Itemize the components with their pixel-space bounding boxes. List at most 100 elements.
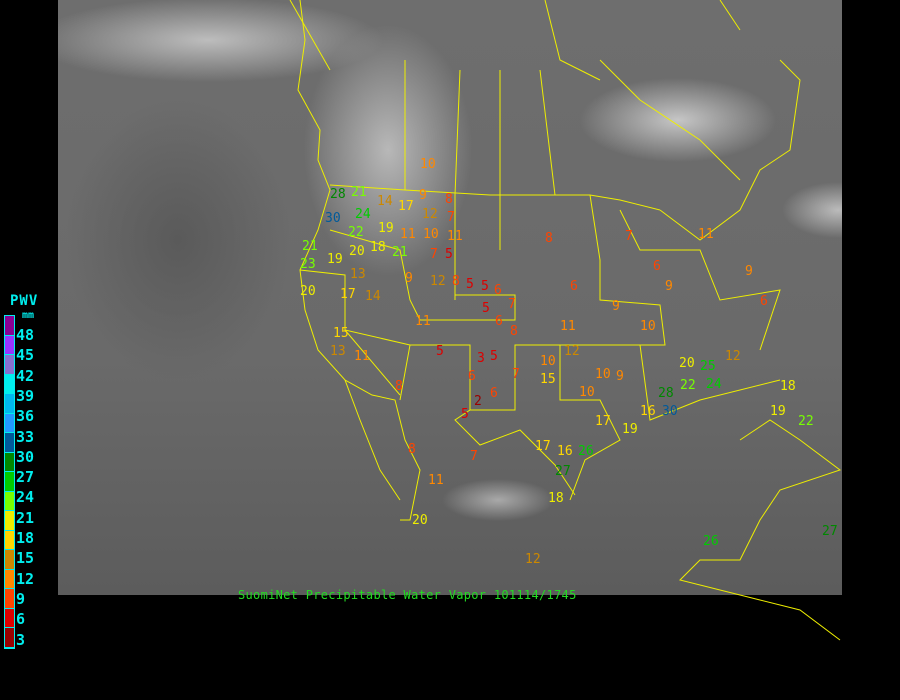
- legend-tick: 18: [16, 529, 35, 547]
- color-block: [5, 511, 14, 531]
- station-pwv-value: 22: [680, 378, 696, 393]
- station-pwv-value: 8: [408, 442, 416, 457]
- station-pwv-value: 17: [595, 414, 611, 429]
- station-pwv-value: 5: [490, 349, 498, 364]
- color-block: [5, 452, 14, 472]
- station-pwv-value: 6: [760, 294, 768, 309]
- boundary-line: [659, 59, 801, 241]
- station-pwv-value: 14: [365, 289, 381, 304]
- satellite-map: [58, 0, 842, 595]
- boundary-line: [589, 194, 781, 421]
- station-pwv-value: 11: [698, 227, 714, 242]
- legend-tick: 45: [16, 346, 35, 365]
- station-pwv-value: 5: [436, 344, 444, 359]
- color-block: [5, 374, 14, 394]
- station-pwv-value: 10: [640, 319, 656, 334]
- color-block: [5, 628, 14, 648]
- legend-unit: mm: [22, 310, 35, 321]
- station-pwv-value: 11: [415, 314, 431, 329]
- station-pwv-value: 15: [333, 326, 349, 341]
- station-pwv-value: 5: [482, 301, 490, 316]
- station-pwv-value: 9: [616, 369, 624, 384]
- boundary-line: [297, 0, 421, 521]
- station-pwv-value: 27: [822, 524, 838, 539]
- color-block: [5, 608, 14, 628]
- station-pwv-value: 17: [398, 199, 414, 214]
- station-pwv-value: 6: [494, 283, 502, 298]
- legend-tick: 33: [16, 427, 35, 446]
- station-pwv-value: 22: [348, 225, 364, 240]
- station-pwv-value: 6: [495, 314, 503, 329]
- station-pwv-value: 11: [447, 229, 463, 244]
- color-block: [5, 335, 14, 355]
- station-pwv-value: 8: [445, 192, 453, 207]
- station-pwv-value: 5: [445, 247, 453, 262]
- boundary-line: [679, 419, 842, 641]
- station-pwv-value: 20: [679, 356, 695, 371]
- station-pwv-value: 21: [302, 239, 318, 254]
- station-pwv-value: 24: [355, 207, 371, 222]
- station-pwv-value: 3: [477, 351, 485, 366]
- station-pwv-value: 22: [798, 414, 814, 429]
- station-pwv-value: 9: [612, 299, 620, 314]
- station-pwv-value: 17: [340, 287, 356, 302]
- station-pwv-value: 5: [461, 407, 469, 422]
- station-pwv-value: 23: [300, 257, 316, 272]
- color-block: [5, 589, 14, 609]
- station-pwv-value: 11: [400, 227, 416, 242]
- station-pwv-value: 18: [370, 240, 386, 255]
- station-pwv-value: 13: [350, 267, 366, 282]
- color-block: [5, 413, 14, 433]
- station-pwv-value: 21: [392, 245, 408, 260]
- station-pwv-value: 7: [625, 229, 633, 244]
- boundary-line: [344, 329, 576, 496]
- station-pwv-value: 5: [481, 279, 489, 294]
- station-pwv-value: 9: [665, 279, 673, 294]
- station-pwv-value: 19: [770, 404, 786, 419]
- legend-tick: 48: [16, 326, 35, 344]
- boundary-line: [344, 379, 401, 501]
- station-pwv-value: 10: [420, 157, 436, 172]
- boundary-line: [559, 345, 621, 501]
- station-pwv-value: 6: [570, 279, 578, 294]
- station-pwv-value: 30: [662, 404, 678, 419]
- map-caption: SuomiNet Precipitable Water Vapor 101114…: [238, 588, 577, 602]
- station-pwv-value: 10: [540, 354, 556, 369]
- legend-tick: 27: [16, 468, 35, 487]
- color-scale-bar: [4, 315, 15, 649]
- station-pwv-value: 25: [700, 359, 716, 374]
- station-pwv-value: 26: [578, 444, 594, 459]
- legend-tick: 42: [16, 366, 35, 385]
- station-pwv-value: 12: [725, 349, 741, 364]
- station-pwv-value: 13: [330, 344, 346, 359]
- station-pwv-value: 9: [405, 271, 413, 286]
- legend-tick: 12: [16, 569, 35, 588]
- color-block: [5, 472, 14, 492]
- legend-title: PWV: [10, 293, 39, 309]
- station-pwv-value: 11: [428, 473, 444, 488]
- station-pwv-value: 20: [349, 244, 365, 259]
- station-pwv-value: 7: [430, 247, 438, 262]
- station-pwv-value: 8: [395, 379, 403, 394]
- legend-tick: 39: [16, 386, 35, 405]
- legend-tick: 15: [16, 549, 35, 568]
- station-pwv-value: 7: [512, 367, 520, 382]
- color-block: [5, 316, 14, 336]
- station-pwv-value: 21: [351, 185, 367, 200]
- color-block: [5, 550, 14, 570]
- station-pwv-value: 28: [658, 386, 674, 401]
- boundary-line: [329, 229, 516, 321]
- station-pwv-value: 5: [466, 277, 474, 292]
- station-pwv-value: 27: [555, 464, 571, 479]
- legend-tick: 3: [16, 630, 26, 649]
- station-pwv-value: 9: [419, 188, 427, 203]
- station-pwv-value: 28: [330, 187, 346, 202]
- color-block: [5, 394, 14, 414]
- legend-tick: 9: [16, 589, 26, 608]
- station-pwv-value: 8: [510, 324, 518, 339]
- boundary-line: [599, 59, 741, 181]
- station-pwv-value: 24: [706, 377, 722, 392]
- boundary-line: [329, 184, 661, 211]
- station-pwv-value: 19: [327, 252, 343, 267]
- station-pwv-value: 20: [300, 284, 316, 299]
